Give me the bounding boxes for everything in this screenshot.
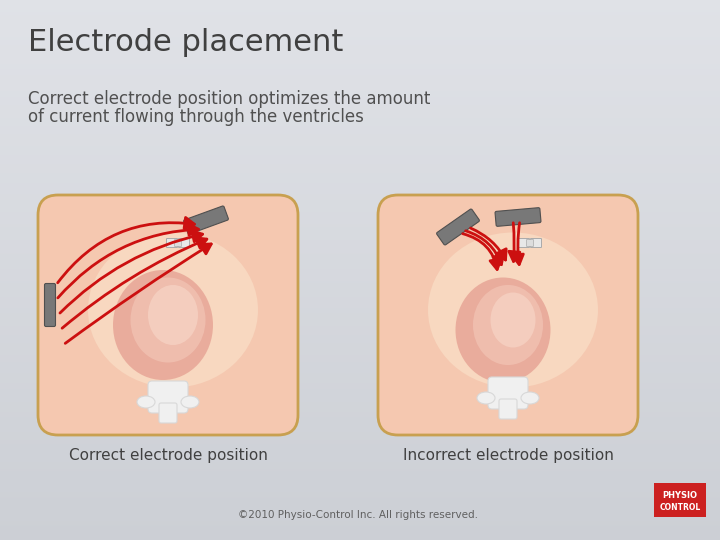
Ellipse shape bbox=[148, 285, 198, 345]
FancyBboxPatch shape bbox=[148, 381, 188, 413]
Ellipse shape bbox=[181, 396, 199, 408]
FancyArrowPatch shape bbox=[60, 231, 202, 313]
Text: PHYSIO: PHYSIO bbox=[662, 490, 698, 500]
Ellipse shape bbox=[456, 278, 551, 382]
FancyArrowPatch shape bbox=[66, 244, 211, 343]
FancyArrowPatch shape bbox=[62, 238, 207, 328]
FancyBboxPatch shape bbox=[184, 206, 228, 234]
FancyArrowPatch shape bbox=[471, 228, 506, 260]
FancyBboxPatch shape bbox=[174, 240, 181, 246]
Text: CONTROL: CONTROL bbox=[660, 503, 701, 511]
FancyBboxPatch shape bbox=[159, 403, 177, 423]
FancyArrowPatch shape bbox=[463, 234, 501, 269]
Ellipse shape bbox=[428, 233, 598, 388]
FancyBboxPatch shape bbox=[495, 208, 541, 226]
Ellipse shape bbox=[130, 278, 205, 362]
Text: Correct electrode position optimizes the amount: Correct electrode position optimizes the… bbox=[28, 90, 431, 108]
FancyArrowPatch shape bbox=[509, 223, 520, 261]
Text: ©2010 Physio-Control Inc. All rights reserved.: ©2010 Physio-Control Inc. All rights res… bbox=[238, 510, 478, 520]
Ellipse shape bbox=[521, 392, 539, 404]
Ellipse shape bbox=[490, 293, 536, 348]
Ellipse shape bbox=[473, 285, 543, 365]
FancyBboxPatch shape bbox=[166, 239, 178, 247]
FancyBboxPatch shape bbox=[488, 377, 528, 409]
FancyBboxPatch shape bbox=[179, 239, 189, 247]
FancyArrowPatch shape bbox=[58, 224, 199, 298]
Text: Correct electrode position: Correct electrode position bbox=[68, 448, 267, 463]
FancyBboxPatch shape bbox=[518, 239, 529, 247]
Ellipse shape bbox=[113, 270, 213, 380]
Text: of current flowing through the ventricles: of current flowing through the ventricle… bbox=[28, 108, 364, 126]
FancyArrowPatch shape bbox=[58, 218, 194, 283]
Ellipse shape bbox=[88, 233, 258, 388]
FancyBboxPatch shape bbox=[499, 399, 517, 419]
FancyBboxPatch shape bbox=[436, 209, 480, 245]
Ellipse shape bbox=[137, 396, 155, 408]
Text: Electrode placement: Electrode placement bbox=[28, 28, 343, 57]
FancyBboxPatch shape bbox=[45, 284, 55, 327]
Ellipse shape bbox=[477, 392, 495, 404]
FancyBboxPatch shape bbox=[378, 195, 638, 435]
FancyArrowPatch shape bbox=[466, 231, 503, 265]
FancyBboxPatch shape bbox=[38, 195, 298, 435]
FancyArrowPatch shape bbox=[513, 222, 523, 265]
FancyBboxPatch shape bbox=[526, 240, 534, 246]
FancyBboxPatch shape bbox=[654, 483, 706, 517]
FancyBboxPatch shape bbox=[531, 239, 541, 247]
Text: Incorrect electrode position: Incorrect electrode position bbox=[402, 448, 613, 463]
